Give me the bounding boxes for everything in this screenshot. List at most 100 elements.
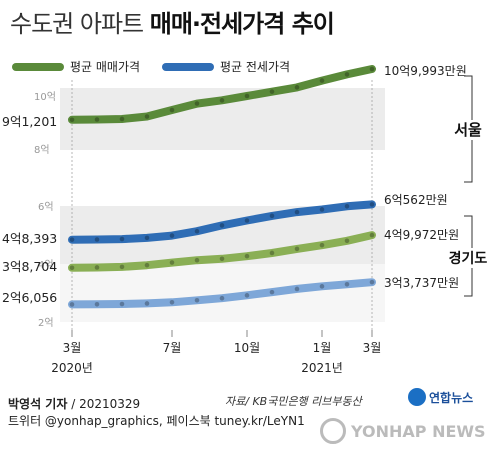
data-point	[119, 301, 125, 307]
seoul-label-bg	[446, 120, 490, 140]
data-point	[94, 302, 100, 307]
data-point	[294, 286, 300, 292]
lower-panel-band-top	[60, 206, 385, 264]
data-point	[194, 101, 200, 106]
ytick-label: 6억	[38, 201, 54, 213]
data-point	[244, 293, 250, 298]
data-point	[169, 260, 175, 265]
data-point	[219, 223, 225, 228]
gyeonggi-region-label: 경기도	[449, 250, 488, 267]
ytick-label: 4억	[38, 259, 54, 271]
title-bold: 매매·전세가격 추이	[149, 10, 335, 38]
end-value-label: 6억562만원	[384, 193, 448, 207]
watermark-icon	[320, 418, 346, 444]
data-point	[244, 253, 250, 259]
start-value-label: 2억6,056	[2, 290, 57, 305]
series-line	[68, 231, 376, 272]
data-point	[94, 117, 100, 122]
end-value-label: 3억3,737만원	[384, 276, 459, 290]
watermark: YONHAP NEWS	[320, 418, 486, 444]
data-point	[369, 232, 375, 238]
data-point	[344, 238, 350, 244]
legend-label-jeonse: 평균 전세가격	[220, 60, 291, 74]
legend-item-jeonse: 평균 전세가격	[162, 58, 290, 75]
data-point	[69, 302, 75, 307]
watermark-text: YONHAP NEWS	[351, 421, 486, 441]
seoul-region-label: 서울	[454, 121, 482, 139]
data-point	[194, 297, 200, 303]
data-point	[119, 116, 125, 122]
ytick-label: 2억	[38, 317, 54, 329]
data-point	[219, 256, 225, 262]
data-point	[169, 233, 175, 238]
ytick-label: 8억	[34, 144, 50, 156]
xtick-label: 10월	[234, 341, 260, 355]
legend-swatch-jeonse	[162, 62, 214, 71]
data-point	[319, 78, 325, 83]
xtick-label: 7월	[163, 341, 182, 355]
page-title: 수도권 아파트 매매·전세가격 추이	[10, 4, 335, 39]
source-note: 자료/ KB국민은행 리브부동산	[225, 395, 362, 408]
legend-item-sale: 평균 매매가격	[12, 58, 140, 75]
data-point	[294, 209, 300, 215]
gyeonggi-label-bg	[442, 248, 494, 268]
start-value-label: 4억8,393	[2, 231, 57, 246]
social-links: 트위터 @yonhap_graphics, 페이스북 tuney.kr/LeYN…	[8, 414, 305, 428]
data-point	[169, 299, 175, 305]
legend-swatch-sale	[12, 62, 64, 71]
ytick-label: 10억	[34, 91, 56, 103]
xtick-year-label: 2020년	[51, 361, 93, 375]
series-line	[68, 278, 376, 309]
data-point	[94, 237, 100, 242]
data-point	[294, 85, 300, 90]
data-point	[369, 279, 375, 285]
xtick-label: 3월	[63, 341, 82, 355]
data-point	[269, 213, 275, 219]
data-point	[144, 301, 150, 306]
line-chart: 10억 8억 6억 4억 2억 9억1,201 10억9,993만원 4억8,393 6억56…	[2, 64, 494, 375]
reporter-name: 박영석 기자	[8, 397, 68, 411]
start-value-label: 9억1,201	[2, 114, 57, 129]
start-value-label: 3억8,704	[2, 259, 57, 274]
data-point	[319, 207, 325, 212]
data-point	[69, 237, 75, 242]
series-line	[68, 65, 376, 124]
data-point	[119, 264, 125, 270]
end-value-label: 10억9,993만원	[384, 64, 467, 78]
end-value-label: 4억9,972만원	[384, 228, 459, 242]
data-point	[344, 282, 350, 287]
data-point	[219, 98, 225, 103]
data-point	[244, 93, 250, 99]
data-point	[344, 203, 350, 209]
data-point	[94, 265, 100, 270]
data-point	[244, 218, 250, 223]
data-point	[69, 117, 75, 123]
data-point	[319, 284, 325, 289]
data-point	[319, 242, 325, 248]
legend-label-sale: 평균 매매가격	[70, 60, 141, 74]
xtick-label: 3월	[363, 341, 382, 355]
data-point	[269, 289, 275, 295]
data-point	[369, 66, 375, 72]
yonhap-logo-icon	[408, 388, 426, 406]
data-point	[144, 114, 150, 119]
data-point	[269, 89, 275, 94]
data-point	[144, 262, 150, 268]
footer: 박영석 기자 / 20210329 트위터 @yonhap_graphics, …	[8, 396, 305, 430]
series-line	[68, 200, 376, 244]
lower-panel-band-bottom	[60, 264, 385, 322]
data-point	[69, 265, 75, 271]
data-point	[144, 235, 150, 241]
title-light: 수도권 아파트	[10, 10, 144, 38]
xtick-year-label: 2021년	[301, 361, 343, 375]
data-point	[194, 228, 200, 234]
data-point	[219, 295, 225, 301]
data-point	[119, 236, 125, 242]
data-point	[369, 202, 375, 207]
data-point	[169, 107, 175, 113]
data-point	[194, 257, 200, 263]
data-point	[269, 250, 275, 256]
data-point	[294, 246, 300, 252]
xtick-label: 1월	[313, 341, 332, 355]
